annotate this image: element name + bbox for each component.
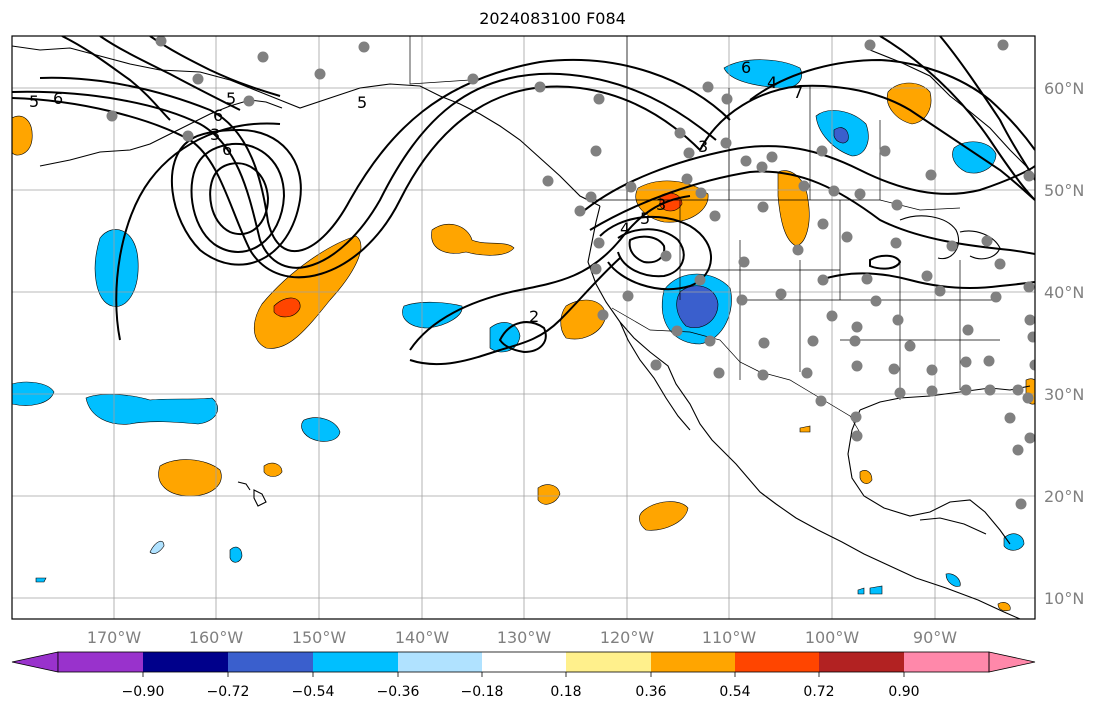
colorbar-extend-low [11,651,59,673]
lon-tick-label: 160°W [189,628,244,647]
lat-tick-label: 10°N [1044,589,1084,608]
contour-label: 4 [620,219,630,238]
map-panel: 5 6 5 6 6 5 3 2 5 4 3 6 4 7 3 [11,35,1036,620]
station-markers [106,36,1035,510]
map-frame [11,35,1036,620]
colorbar: −0.90 −0.72 −0.54 −0.36 −0.18 0.18 0.36 … [11,651,1036,700]
lon-tick-label: 150°W [292,628,347,647]
contour-label: 3 [656,195,666,214]
colorbar-bin [566,652,651,672]
colorbar-tick-label: −0.54 [292,684,335,700]
colorbar-tick-label: −0.90 [122,684,165,700]
contour-labels: 5 6 5 6 6 5 3 2 5 4 3 6 4 7 3 [29,58,803,326]
coastlines [12,45,1031,619]
lat-axis: 60°N 50°N 40°N 30°N 20°N 10°N [1044,79,1084,608]
colorbar-tick-label: 0.18 [550,684,581,700]
contour-label: 3 [210,125,220,144]
lat-tick-label: 50°N [1044,181,1084,200]
contour-label: 5 [226,89,236,108]
anomaly-fills [12,59,1035,612]
lat-tick-label: 60°N [1044,79,1084,98]
colorbar-tick-label: 0.90 [888,684,919,700]
colorbar-bin [313,652,398,672]
colorbar-tick-label: 0.36 [635,684,666,700]
colorbar-bin [228,652,313,672]
colorbar-frame [57,651,990,673]
contour-lines [12,36,1035,366]
lon-tick-label: 140°W [395,628,450,647]
lon-tick-label: 130°W [497,628,552,647]
colorbar-bin [482,652,566,672]
contour-label: 6 [213,106,223,125]
lon-axis: 170°W 160°W 150°W 140°W 130°W 120°W 110°… [87,628,957,647]
contour-label: 3 [698,137,708,156]
colorbar-tick-label: −0.72 [207,684,250,700]
colorbar-bin [143,652,228,672]
colorbar-bin [58,652,143,672]
contour-label: 5 [29,92,39,111]
colorbar-bin [819,652,904,672]
contour-label: 6 [222,140,232,159]
lon-tick-label: 90°W [913,628,957,647]
colorbar-extend-high [988,651,1036,673]
colorbar-bin [651,652,735,672]
contour-label: 4 [767,73,777,92]
contour-label: 6 [53,89,63,108]
contour-label: 5 [640,209,650,228]
contour-label: 7 [793,83,803,102]
colorbar-tick-label: 0.72 [803,684,834,700]
contour-label: 2 [529,307,539,326]
colorbar-bin [904,652,989,672]
lon-tick-label: 170°W [87,628,142,647]
lat-tick-label: 20°N [1044,487,1084,506]
contour-label: 5 [357,93,367,112]
lon-tick-label: 120°W [600,628,655,647]
map-title: 2024083100 F084 [479,9,626,28]
lon-tick-label: 100°W [805,628,860,647]
lat-tick-label: 30°N [1044,385,1084,404]
lon-tick-label: 110°W [702,628,757,647]
contour-label: 6 [741,58,751,77]
colorbar-tick-label: −0.18 [461,684,504,700]
lat-tick-label: 40°N [1044,283,1084,302]
colorbar-tick-label: 0.54 [719,684,750,700]
colorbar-tick-label: −0.36 [377,684,420,700]
colorbar-bin [735,652,819,672]
colorbar-bin [398,652,482,672]
